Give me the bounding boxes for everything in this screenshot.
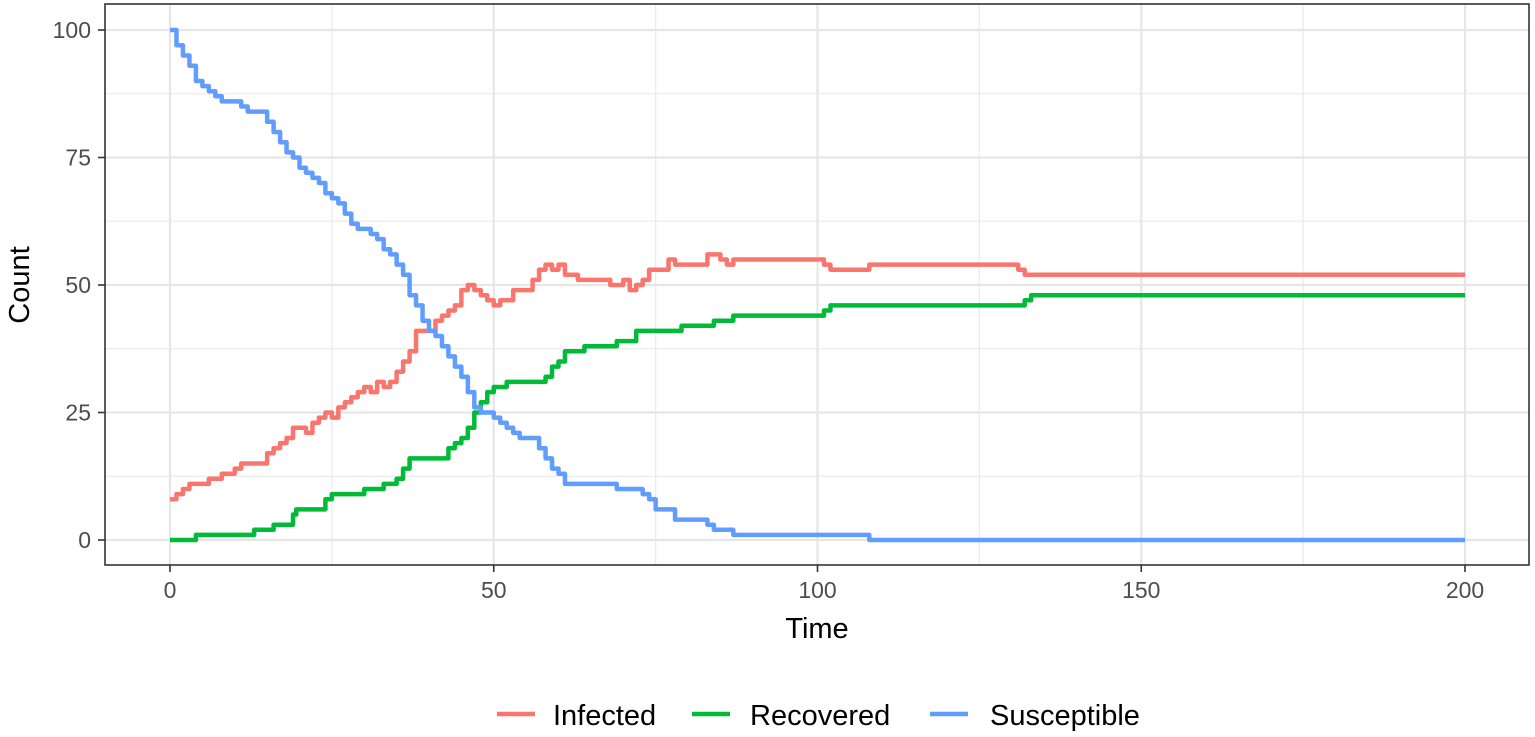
y-tick-label: 100 [53, 17, 91, 43]
x-tick-label: 100 [798, 577, 836, 603]
legend: Infected Recovered Susceptible [497, 700, 1140, 732]
grid-lines [105, 4, 1529, 565]
series-line-infected [170, 252, 1465, 502]
legend-label-susceptible: Susceptible [990, 700, 1140, 732]
axis-ticks: 0 50 100 150 200 0 25 50 75 100 [53, 17, 1485, 603]
x-tick-label: 200 [1446, 577, 1484, 603]
series-line-susceptible [170, 27, 1465, 543]
legend-label-recovered: Recovered [750, 700, 890, 732]
y-axis-title: Count [4, 246, 36, 323]
x-tick-label: 0 [164, 577, 177, 603]
series-lines [170, 27, 1465, 543]
y-tick-label: 25 [65, 400, 91, 426]
x-tick-label: 150 [1122, 577, 1160, 603]
y-tick-label: 50 [65, 272, 91, 298]
y-tick-label: 0 [78, 527, 91, 553]
x-axis-title: Time [785, 613, 848, 645]
series-line-recovered [170, 292, 1465, 543]
y-tick-label: 75 [65, 145, 91, 171]
x-tick-label: 50 [481, 577, 507, 603]
legend-label-infected: Infected [553, 700, 656, 732]
